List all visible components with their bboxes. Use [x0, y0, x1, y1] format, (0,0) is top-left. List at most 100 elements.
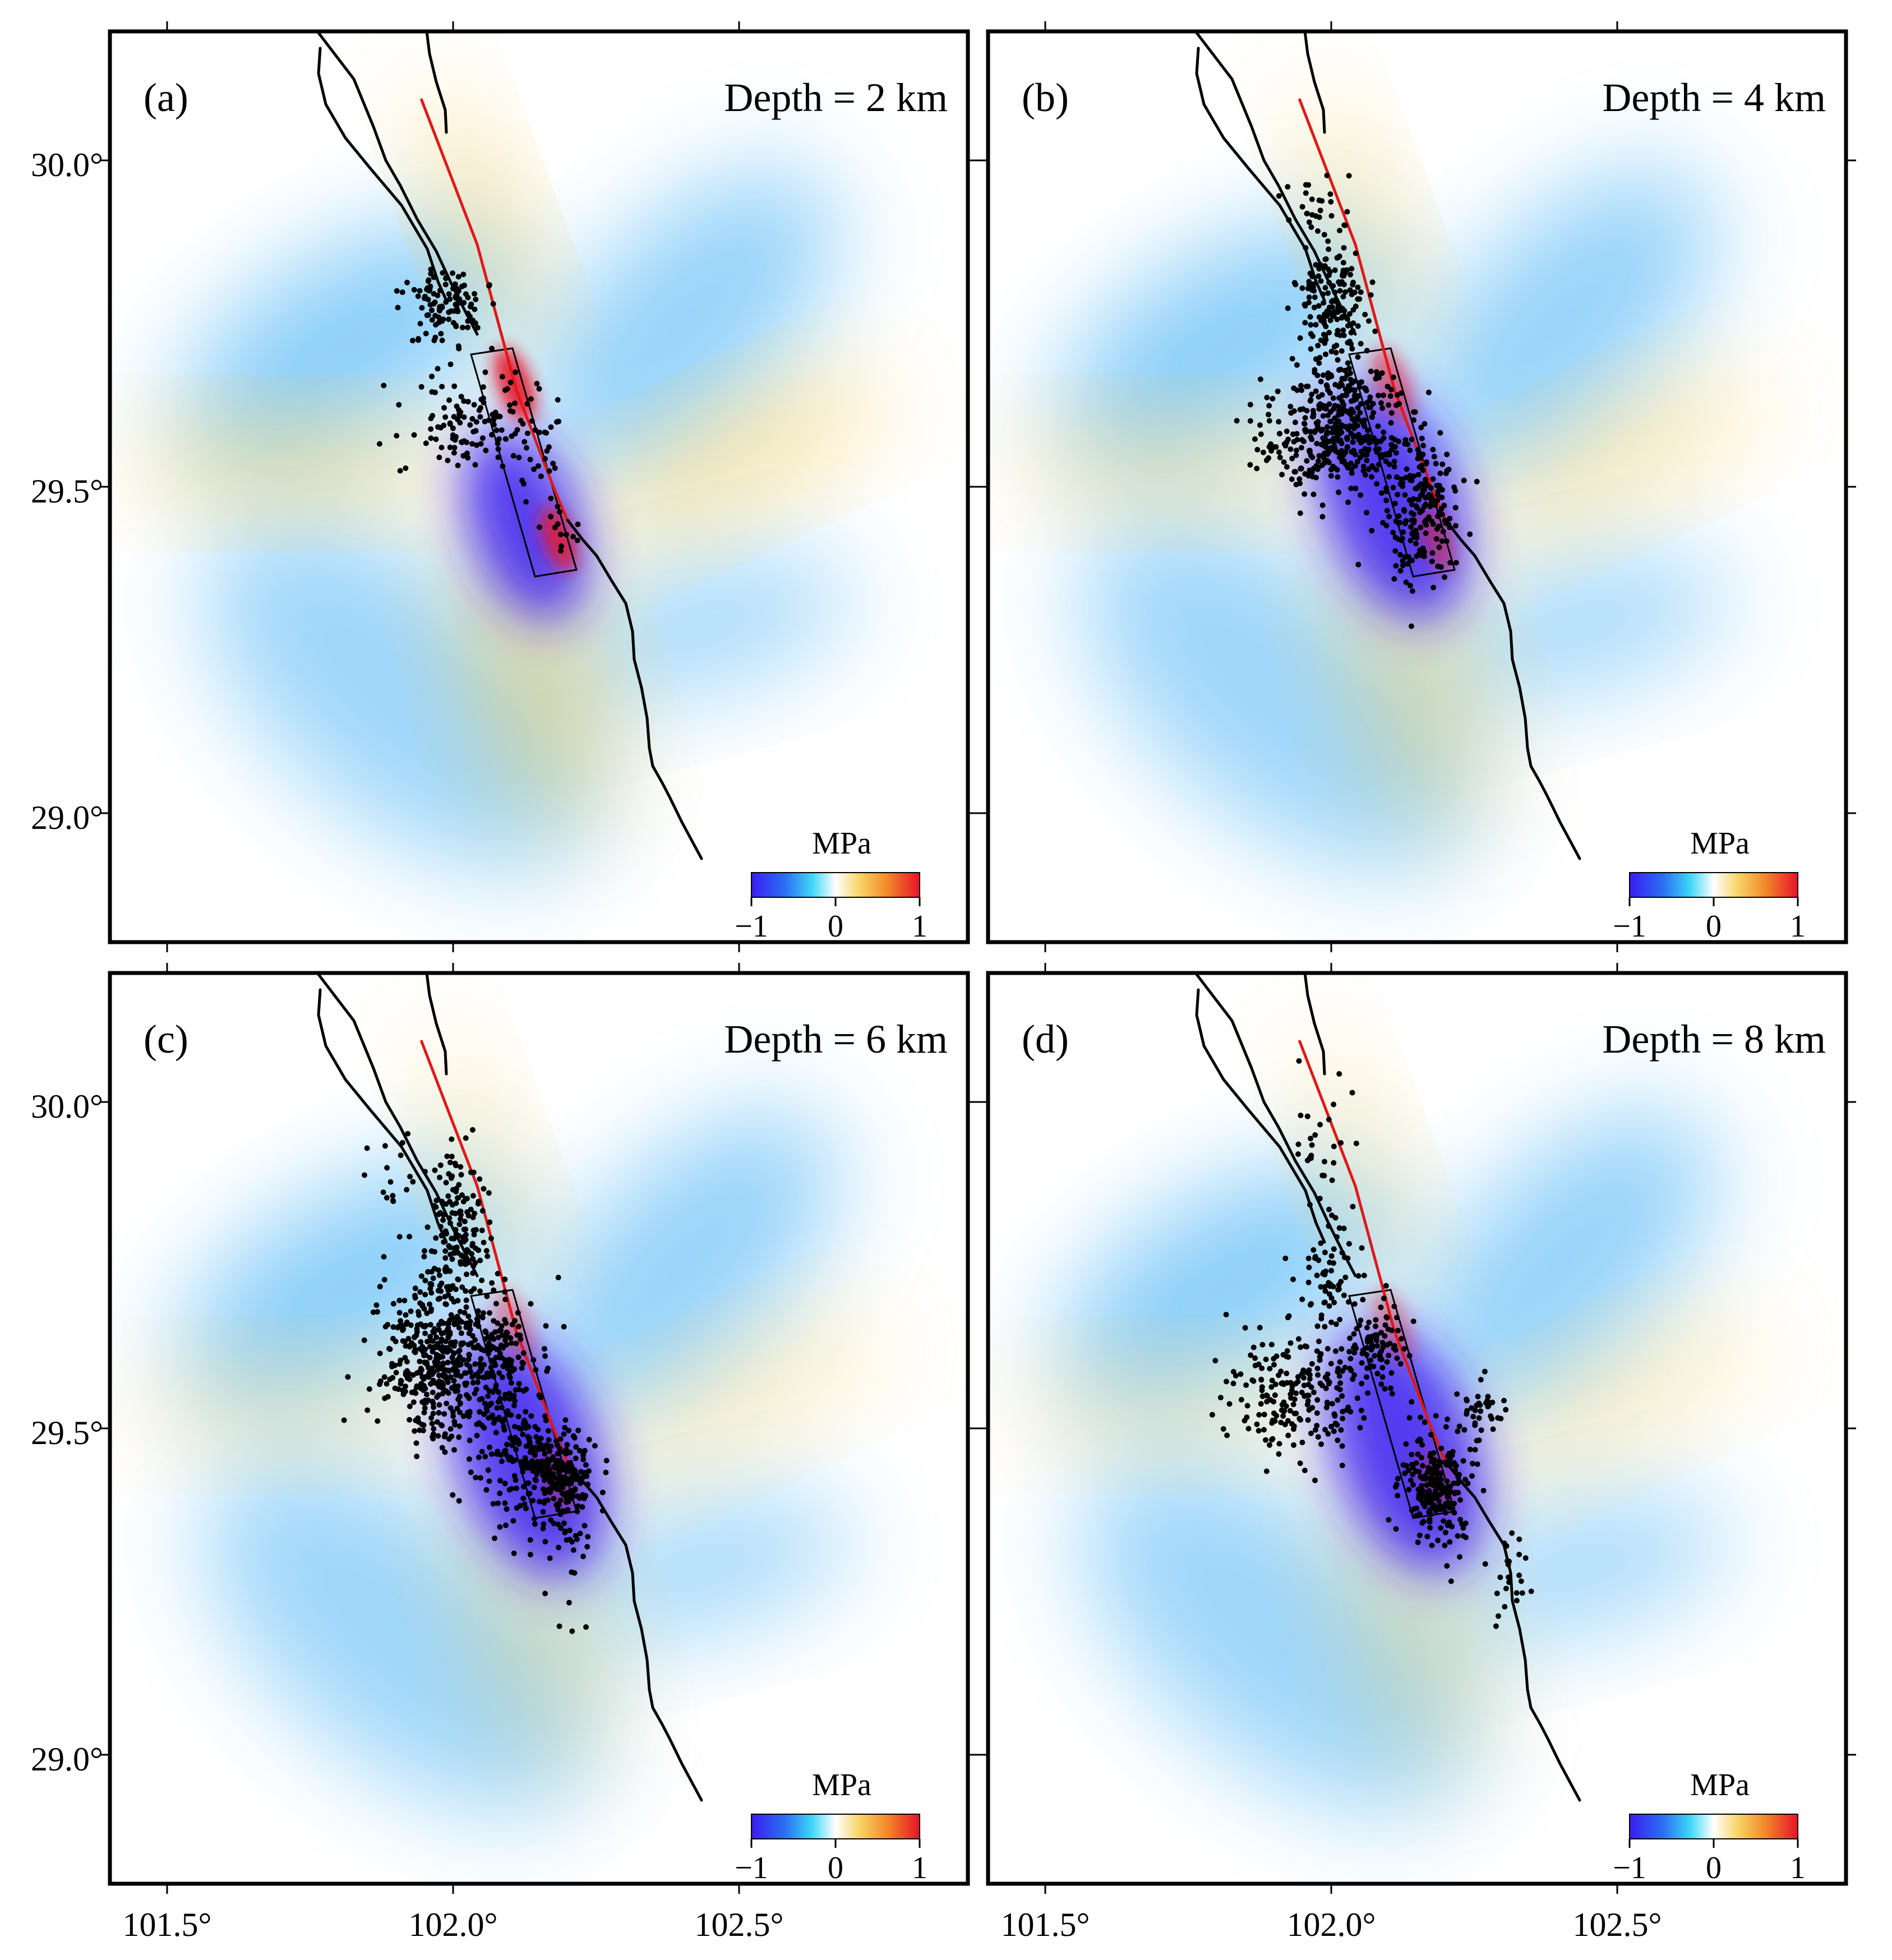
seismic-event-dot	[1469, 1473, 1475, 1479]
seismic-event-dot	[1413, 503, 1419, 509]
seismic-event-dot	[495, 1449, 501, 1455]
seismic-event-dot	[1275, 388, 1281, 394]
seismic-event-dot	[1335, 1366, 1341, 1372]
seismic-event-dot	[413, 1390, 419, 1396]
colorbar-tick-label-min: −1	[1613, 1851, 1646, 1885]
seismic-event-dot	[507, 380, 514, 385]
seismic-event-dot	[1417, 547, 1423, 554]
seismic-event-dot	[1439, 538, 1445, 544]
rupture-plane-outline	[470, 347, 578, 578]
seismic-event-dot	[450, 1359, 456, 1365]
seismic-event-dot	[1378, 1357, 1385, 1363]
seismic-event-dot	[1408, 537, 1414, 543]
panel-label: (b)	[1022, 75, 1069, 120]
seismic-event-dot	[1319, 514, 1326, 520]
seismic-event-dot	[472, 1337, 478, 1343]
seismic-event-dot	[481, 395, 486, 402]
colorbar-unit-label: MPa	[1690, 1768, 1750, 1802]
seismic-event-dot	[497, 1350, 503, 1357]
seismic-event-dot	[534, 381, 540, 387]
seismic-event-dot	[1485, 1394, 1491, 1400]
seismic-event-dot	[493, 1429, 499, 1436]
seismic-event-dot	[457, 419, 463, 426]
seismic-event-dot	[582, 1523, 588, 1529]
seismic-event-dot	[1461, 1427, 1468, 1433]
seismic-event-dot	[1312, 1132, 1318, 1138]
seismic-event-dot	[442, 1255, 449, 1261]
seismic-event-dot	[1269, 1377, 1275, 1383]
seismic-event-dot	[1366, 1320, 1372, 1325]
seismic-event-dot	[499, 1405, 505, 1410]
seismic-event-dot	[1308, 428, 1313, 435]
seismic-event-dot	[439, 384, 445, 390]
seismic-event-dot	[1327, 310, 1333, 316]
seismic-event-dot	[436, 1322, 442, 1328]
seismic-event-dot	[560, 1484, 566, 1491]
seismic-event-dot	[502, 1276, 508, 1283]
seismic-event-dot	[477, 1288, 483, 1294]
seismic-event-dot	[518, 1336, 524, 1343]
seismic-event-dot	[574, 1493, 580, 1499]
seismic-event-dot	[1320, 372, 1326, 378]
seismic-event-dot	[486, 1190, 492, 1196]
seismic-event-dot	[1284, 464, 1290, 470]
seismic-event-dot	[1335, 1286, 1341, 1293]
seismic-event-dot	[510, 409, 516, 415]
seismic-event-dot	[392, 1362, 398, 1368]
seismic-event-dot	[1318, 1441, 1324, 1447]
seismic-event-dot	[380, 1189, 386, 1195]
seismic-event-dot	[1230, 1369, 1236, 1375]
seismic-event-dot	[395, 1386, 402, 1392]
seismic-event-dot	[1349, 345, 1355, 352]
seismic-event-dot	[1373, 446, 1379, 453]
seismic-event-dot	[1307, 449, 1313, 455]
seismic-event-dot	[469, 1332, 476, 1339]
seismic-event-dot	[466, 1352, 472, 1358]
seismic-event-dot	[1339, 376, 1345, 382]
seismic-event-dot	[447, 1220, 453, 1226]
seismic-event-dot	[1452, 1468, 1458, 1474]
seismic-event-dot	[567, 1450, 573, 1456]
seismic-event-dot	[451, 1350, 457, 1356]
seismic-event-dot	[1297, 510, 1303, 516]
seismic-event-dot	[420, 1323, 426, 1329]
seismic-event-dot	[1411, 473, 1417, 479]
seismic-event-dot	[1276, 193, 1282, 199]
seismic-event-dot	[1395, 491, 1401, 497]
seismic-event-dot	[1288, 410, 1294, 416]
seismic-event-dot	[1261, 1427, 1267, 1433]
seismic-event-dot	[1395, 1327, 1401, 1334]
seismic-event-dot	[586, 1468, 592, 1474]
seismic-event-dot	[479, 1278, 485, 1284]
seismic-event-dot	[1476, 1415, 1482, 1421]
seismic-event-dot	[1364, 1374, 1369, 1380]
seismic-event-dot	[446, 309, 452, 315]
seismic-event-dot	[538, 1395, 544, 1401]
seismic-event-dot	[1272, 1381, 1279, 1387]
seismic-event-dot	[422, 1330, 428, 1336]
seismic-event-dot	[465, 318, 471, 324]
seismic-event-dot	[1362, 311, 1368, 317]
seismic-event-dot	[502, 1297, 509, 1303]
seismic-event-dot	[1248, 1352, 1254, 1358]
seismic-event-dot	[569, 1477, 575, 1483]
seismic-event-dot	[1326, 1223, 1332, 1229]
seismic-event-dot	[580, 1456, 587, 1463]
seismic-event-dot	[486, 1478, 492, 1484]
seismic-event-dot	[482, 1375, 487, 1381]
seismic-event-dot	[1279, 472, 1285, 478]
seismic-event-dot	[1267, 1366, 1273, 1372]
seismic-event-dot	[451, 308, 458, 314]
seismic-event-dot	[1425, 1464, 1432, 1470]
seismic-event-dot	[456, 1348, 463, 1353]
seismic-event-dot	[1420, 1463, 1425, 1469]
seismic-event-dot	[491, 1373, 497, 1380]
seismic-event-dot	[1346, 311, 1353, 317]
seismic-event-dot	[1336, 489, 1342, 495]
seismic-event-dot	[500, 463, 506, 469]
seismic-event-dot	[1245, 1426, 1252, 1432]
seismic-event-dot	[432, 1167, 438, 1173]
seismic-event-dot	[475, 1201, 481, 1207]
seismic-event-dot	[1420, 451, 1426, 458]
seismic-event-dot	[524, 401, 530, 407]
